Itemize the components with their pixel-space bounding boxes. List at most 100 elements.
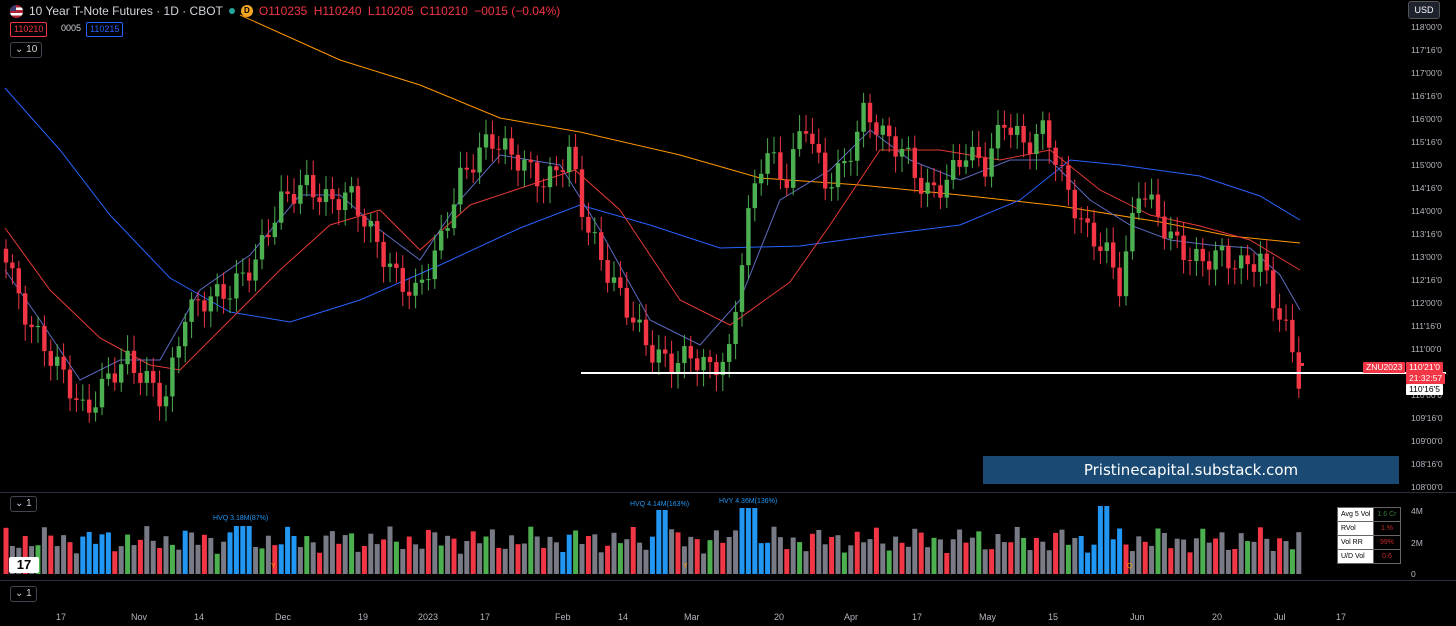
volume-bar bbox=[547, 536, 553, 574]
candle-body bbox=[1283, 319, 1289, 321]
candle-body bbox=[10, 262, 15, 269]
volume-bar bbox=[624, 539, 630, 574]
volume-bar bbox=[1097, 506, 1103, 574]
candle-body bbox=[323, 189, 329, 203]
volume-bar bbox=[829, 536, 835, 574]
candle-body bbox=[650, 345, 655, 363]
stats-label: RVol bbox=[1336, 521, 1375, 536]
candle-body bbox=[714, 362, 719, 376]
currency-button[interactable]: USD bbox=[1408, 1, 1440, 19]
candle-body bbox=[362, 215, 367, 227]
volume-bar bbox=[150, 540, 156, 574]
volume-bar bbox=[905, 546, 911, 574]
stats-value: 99% bbox=[1373, 535, 1401, 550]
volume-bar bbox=[1065, 544, 1071, 574]
volume-bar bbox=[534, 536, 540, 574]
pane-divider[interactable] bbox=[0, 492, 1456, 493]
candle-body bbox=[803, 131, 809, 134]
candle-body bbox=[631, 317, 636, 323]
volume-bar bbox=[950, 539, 956, 574]
candle-body bbox=[765, 153, 770, 174]
volume-bar bbox=[54, 546, 60, 574]
candle-body bbox=[759, 173, 764, 184]
candle-body bbox=[119, 364, 124, 383]
volume-bar bbox=[553, 542, 559, 574]
candle-body bbox=[1130, 212, 1135, 252]
volume-bar bbox=[925, 547, 931, 574]
volume-bar bbox=[841, 552, 847, 574]
candle-body bbox=[567, 146, 572, 173]
volume-marker: Y bbox=[683, 563, 688, 570]
volume-bar bbox=[566, 534, 572, 574]
spread-value: 0005 bbox=[61, 23, 82, 33]
bottom-pane-toggle[interactable]: ⌄ 1 bbox=[10, 586, 37, 602]
ask-box[interactable]: 110215 bbox=[86, 22, 124, 37]
volume-bar bbox=[649, 536, 655, 574]
volume-bar bbox=[329, 531, 335, 574]
time-axis-label: 17 bbox=[1336, 612, 1347, 622]
volume-bar bbox=[669, 529, 675, 574]
candle-body bbox=[695, 358, 700, 371]
volume-bar bbox=[502, 548, 508, 574]
stats-row: Vol RR 99% bbox=[1336, 535, 1401, 550]
bar-countdown: 21:32:57 bbox=[1406, 373, 1446, 384]
volume-bar bbox=[131, 545, 137, 574]
pane-divider[interactable] bbox=[0, 580, 1456, 581]
change-value: −0015 (−0.04%) bbox=[474, 4, 561, 18]
volume-bar bbox=[1072, 538, 1078, 574]
volume-axis-label: 4M bbox=[1411, 506, 1423, 516]
candle-body bbox=[1239, 255, 1244, 269]
volume-bar bbox=[573, 530, 579, 574]
symbol-title[interactable]: 10 Year T-Note Futures · 1D · CBOT bbox=[29, 4, 223, 18]
time-axis-label: Jun bbox=[1130, 612, 1145, 622]
volume-bar bbox=[1046, 550, 1052, 574]
candle-body bbox=[861, 102, 866, 132]
volume-bar bbox=[1187, 552, 1193, 574]
price-axis-label: 114'00'0 bbox=[1411, 206, 1442, 216]
volume-bar bbox=[112, 551, 118, 574]
price-axis-label: 109'00'0 bbox=[1411, 436, 1443, 446]
volume-bar bbox=[48, 535, 54, 574]
candle-body bbox=[579, 169, 585, 217]
volume-bar bbox=[265, 535, 271, 574]
volume-pane-count: 1 bbox=[26, 498, 32, 509]
candle-body bbox=[1098, 246, 1103, 251]
volume-bar bbox=[323, 535, 329, 574]
candle-body bbox=[304, 174, 309, 186]
volume-bar bbox=[733, 530, 739, 574]
candle-body bbox=[1021, 126, 1026, 143]
volume-bar bbox=[617, 543, 623, 574]
volume-bar bbox=[790, 537, 796, 574]
candle-body bbox=[349, 186, 354, 193]
volume-bar bbox=[195, 544, 201, 574]
volume-bar bbox=[861, 542, 867, 574]
bid-box[interactable]: 110210 bbox=[10, 22, 48, 37]
candle-body bbox=[1226, 245, 1231, 269]
candle-body bbox=[407, 291, 412, 296]
candle-body bbox=[951, 159, 956, 180]
volume-bar bbox=[912, 528, 918, 574]
candle-body bbox=[1117, 267, 1122, 297]
candle-body bbox=[291, 193, 297, 204]
candle-body bbox=[848, 160, 853, 162]
volume-annotation: HVQ 3.18M(87%) bbox=[213, 515, 269, 522]
volume-bar bbox=[662, 510, 668, 574]
candle-body bbox=[547, 166, 553, 188]
indicators-toggle[interactable]: ⌄ 10 bbox=[10, 42, 43, 58]
volume-bar bbox=[1200, 528, 1206, 574]
volume-bar bbox=[675, 532, 681, 574]
volume-bar bbox=[1219, 532, 1225, 574]
volume-bar bbox=[1129, 551, 1135, 574]
candle-body bbox=[202, 300, 207, 312]
volume-bar bbox=[707, 540, 713, 574]
candle-body bbox=[503, 138, 508, 150]
volume-pane-toggle[interactable]: ⌄ 1 bbox=[10, 496, 37, 512]
candle-body bbox=[976, 146, 981, 158]
volume-bar bbox=[3, 527, 9, 574]
volume-axis-label: 0 bbox=[1411, 569, 1416, 579]
volume-bar bbox=[99, 534, 105, 574]
price-axis-label: 111'00'0 bbox=[1411, 344, 1442, 354]
volume-bar bbox=[93, 543, 99, 574]
